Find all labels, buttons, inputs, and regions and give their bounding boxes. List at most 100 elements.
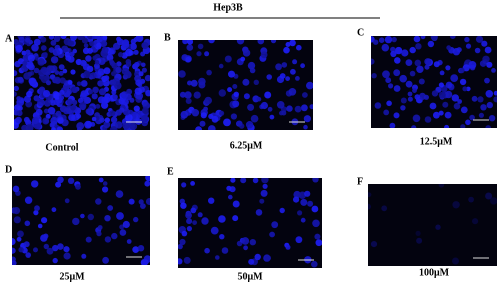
cell (58, 70, 64, 76)
cell (43, 233, 49, 239)
micrograph (178, 178, 322, 268)
cell (390, 50, 397, 58)
cell (15, 44, 23, 53)
cells (368, 184, 497, 265)
cell (418, 78, 425, 85)
cell (233, 91, 239, 98)
cell (92, 86, 99, 94)
cell (144, 180, 150, 187)
cell (64, 51, 71, 58)
cell (179, 238, 186, 246)
cell (493, 96, 497, 103)
cell (52, 48, 60, 56)
micrograph (368, 184, 497, 266)
cell (488, 115, 496, 122)
cell (400, 97, 407, 104)
cell (401, 49, 409, 57)
cell (121, 41, 130, 49)
cell (103, 121, 111, 129)
cell (293, 196, 300, 203)
cell (279, 73, 286, 79)
cell (438, 91, 446, 99)
cell (186, 226, 192, 232)
cell (31, 116, 40, 125)
panel-letter: C (357, 27, 364, 38)
cell (247, 103, 255, 111)
cell (54, 70, 60, 75)
cell (309, 104, 313, 110)
cell (133, 49, 139, 55)
cell (301, 104, 308, 112)
cell (184, 91, 192, 99)
cell (86, 65, 94, 73)
cell (439, 70, 445, 76)
cell (312, 219, 320, 228)
micrograph (371, 36, 497, 128)
cell (109, 79, 117, 86)
cell (444, 111, 452, 119)
cell (266, 74, 273, 80)
cell (283, 46, 290, 54)
cell (76, 113, 82, 119)
cell (270, 40, 277, 44)
cell (125, 48, 133, 57)
cell (51, 207, 57, 213)
cell (41, 217, 48, 224)
cell (55, 181, 62, 188)
cell (236, 120, 243, 127)
cell (386, 100, 392, 107)
cell (125, 61, 132, 68)
cell (56, 126, 63, 130)
cell (142, 259, 149, 265)
cell (58, 64, 65, 70)
cell (218, 63, 224, 69)
micrograph-background (12, 176, 150, 265)
cell (101, 46, 109, 54)
cell (300, 217, 306, 223)
cell (424, 116, 432, 123)
cell (242, 78, 250, 86)
cell (122, 121, 130, 130)
cell (468, 196, 474, 203)
cell (55, 36, 61, 41)
panel-letter: A (5, 33, 13, 44)
cell (249, 67, 256, 74)
cell (452, 201, 460, 209)
cell (129, 42, 137, 51)
cell (16, 110, 23, 117)
cell (94, 59, 100, 65)
cell (76, 81, 82, 86)
cell (190, 181, 196, 186)
cell (140, 115, 149, 123)
cell (43, 243, 49, 250)
cell (276, 101, 285, 109)
cell (88, 89, 94, 95)
cell (102, 186, 109, 193)
cell (132, 246, 140, 254)
cell (285, 42, 291, 47)
cell (126, 88, 133, 95)
cell (304, 190, 311, 197)
cell (275, 63, 282, 71)
cell (25, 37, 31, 43)
cell (228, 70, 235, 78)
panel-caption: 12.5μM (420, 136, 453, 147)
cell (183, 256, 191, 264)
cell (70, 69, 76, 75)
cell (59, 89, 65, 95)
cell (433, 111, 440, 119)
cell (83, 70, 91, 79)
cell (484, 46, 492, 54)
cell (17, 76, 24, 83)
cell (89, 72, 97, 79)
cell (204, 96, 212, 105)
cell (196, 51, 202, 57)
cell (103, 96, 111, 104)
cell (14, 70, 18, 77)
cell (290, 68, 296, 75)
cell (221, 247, 229, 254)
cell (115, 109, 122, 116)
cell (464, 36, 470, 43)
cell (79, 102, 87, 110)
cell (245, 121, 254, 129)
